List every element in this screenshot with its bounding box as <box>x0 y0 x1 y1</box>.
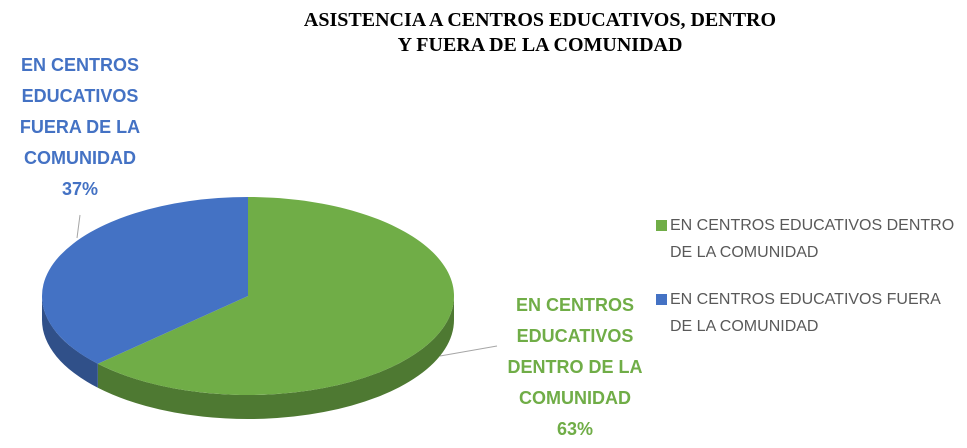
data-label: EN CENTROS EDUCATIVOS FUERA DE LA COMUNI… <box>0 50 160 205</box>
legend-label: EN CENTROS EDUCATIVOS FUERA DE LA COMUNI… <box>670 291 940 335</box>
slice-side <box>42 296 98 388</box>
slice <box>42 197 248 364</box>
legend-entry: EN CENTROS EDUCATIVOS FUERA DE LA COMUNI… <box>656 286 960 340</box>
slice-side <box>97 296 455 419</box>
data-label-value: 37% <box>61 179 99 199</box>
data-label-value: 63% <box>556 419 594 439</box>
data-label-category: EN CENTROS EDUCATIVOS FUERA DE LA COMUNI… <box>19 55 141 168</box>
legend-entry: EN CENTROS EDUCATIVOS DENTRO DE LA COMUN… <box>656 212 960 266</box>
legend-label: EN CENTROS EDUCATIVOS DENTRO DE LA COMUN… <box>670 217 955 261</box>
legend-swatch <box>656 294 667 305</box>
leader-line <box>76 214 81 239</box>
chart-title: ASISTENCIA A CENTROS EDUCATIVOS, DENTRO … <box>303 9 777 56</box>
leader-line <box>439 345 498 357</box>
legend-swatch <box>656 220 667 231</box>
data-label-category: EN CENTROS EDUCATIVOS DENTRO DE LA COMUN… <box>507 295 643 408</box>
slice <box>97 197 454 396</box>
data-label: EN CENTROS EDUCATIVOS DENTRO DE LA COMUN… <box>490 290 660 445</box>
